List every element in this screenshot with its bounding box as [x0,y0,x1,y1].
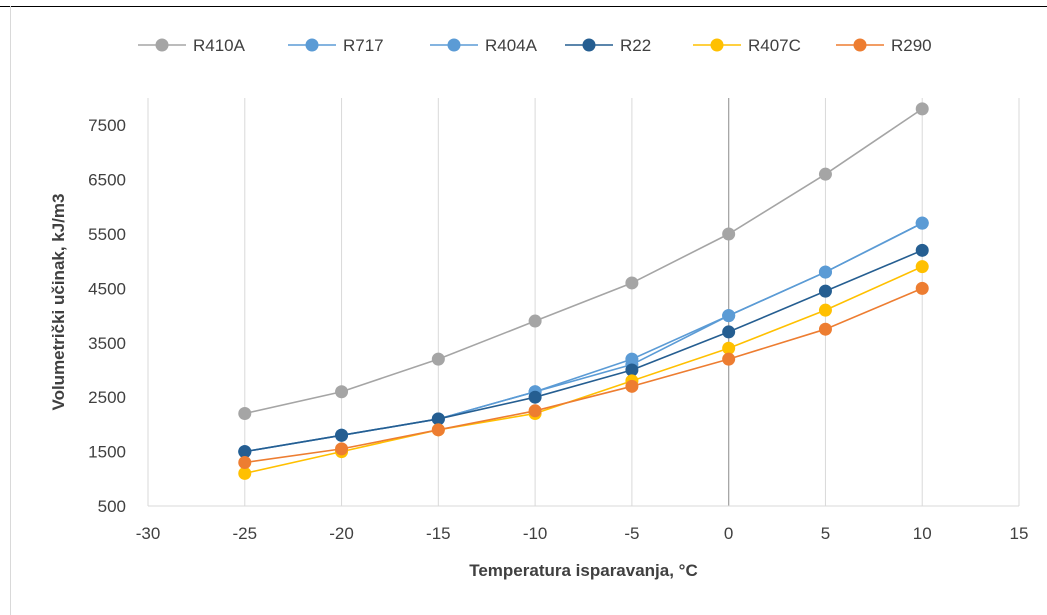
data-point [238,407,252,421]
data-point [915,243,929,257]
data-point [335,385,349,399]
data-point [625,363,639,377]
legend-label: R22 [620,36,651,55]
series-group [238,102,929,480]
legend-marker [155,38,169,52]
data-point [722,309,736,323]
data-point [722,352,736,366]
x-tick-label: -15 [426,524,451,543]
data-point [818,265,832,279]
legend-item: R410A [138,36,246,55]
legend: R410A R717 R404A R22 R407C R290 [138,36,932,55]
data-point [915,281,929,295]
x-tick-label: -5 [624,524,639,543]
data-point [528,390,542,404]
data-point [238,445,252,459]
x-tick-label: -10 [523,524,548,543]
y-tick-label: 4500 [88,279,126,298]
data-point [625,379,639,393]
x-tick-label: 15 [1010,524,1029,543]
data-point [722,227,736,241]
series-r290 [238,281,929,469]
data-point [625,276,639,290]
x-axis-title: Temperatura isparavanja, °C [469,561,698,580]
data-point [431,412,445,426]
y-tick-label: 1500 [88,443,126,462]
legend-label: R407C [748,36,801,55]
data-point [335,442,349,456]
y-tick-label: 500 [98,497,126,516]
data-point [818,303,832,317]
legend-marker [710,38,724,52]
series-line [244,222,923,453]
y-tick-label: 6500 [88,171,126,190]
grid-lines [147,98,1020,507]
legend-label: R290 [891,36,932,55]
x-tick-label: -20 [329,524,354,543]
y-tick-labels: 500 1500 2500 3500 4500 5500 6500 7500 [88,116,126,516]
series-r410a [238,102,929,421]
legend-marker [853,38,867,52]
data-point [528,314,542,328]
y-tick-label: 3500 [88,334,126,353]
legend-item: R407C [693,36,801,55]
data-point [722,341,736,355]
data-point [818,167,832,181]
data-point [335,428,349,442]
legend-marker [305,38,319,52]
series-line [244,249,923,453]
x-tick-label: 0 [724,524,733,543]
frame-top-border [0,6,1047,7]
data-point [431,352,445,366]
data-point [722,325,736,339]
y-tick-label: 2500 [88,388,126,407]
legend-label: R410A [193,36,246,55]
legend-marker [447,38,461,52]
legend-item: R404A [430,36,538,55]
series-line [244,265,923,475]
y-axis-title: Volumetrički učinak, kJ/m3 [49,194,68,411]
legend-item: R290 [836,36,932,55]
data-point [238,466,252,480]
y-tick-label: 5500 [88,225,126,244]
series-line [244,222,923,453]
frame-left-border [10,6,11,615]
legend-item: R717 [288,36,384,55]
legend-item: R22 [565,36,651,55]
legend-label: R717 [343,36,384,55]
series-line [244,108,923,415]
data-point [625,352,639,366]
series-line [244,287,923,464]
x-tick-labels: -30 -25 -20 -15 -10 -5 0 5 10 15 [136,524,1029,543]
data-point [818,322,832,336]
data-point [915,216,929,230]
y-tick-label: 7500 [88,116,126,135]
legend-marker [582,38,596,52]
x-tick-label: -25 [232,524,257,543]
x-tick-label: -30 [136,524,161,543]
series-r22 [238,243,929,459]
data-point [915,102,929,116]
data-point [528,404,542,418]
legend-label: R404A [485,36,538,55]
data-point [431,423,445,437]
data-point [818,284,832,298]
data-point [238,455,252,469]
x-tick-label: 5 [821,524,830,543]
x-tick-label: 10 [913,524,932,543]
data-point [915,260,929,274]
